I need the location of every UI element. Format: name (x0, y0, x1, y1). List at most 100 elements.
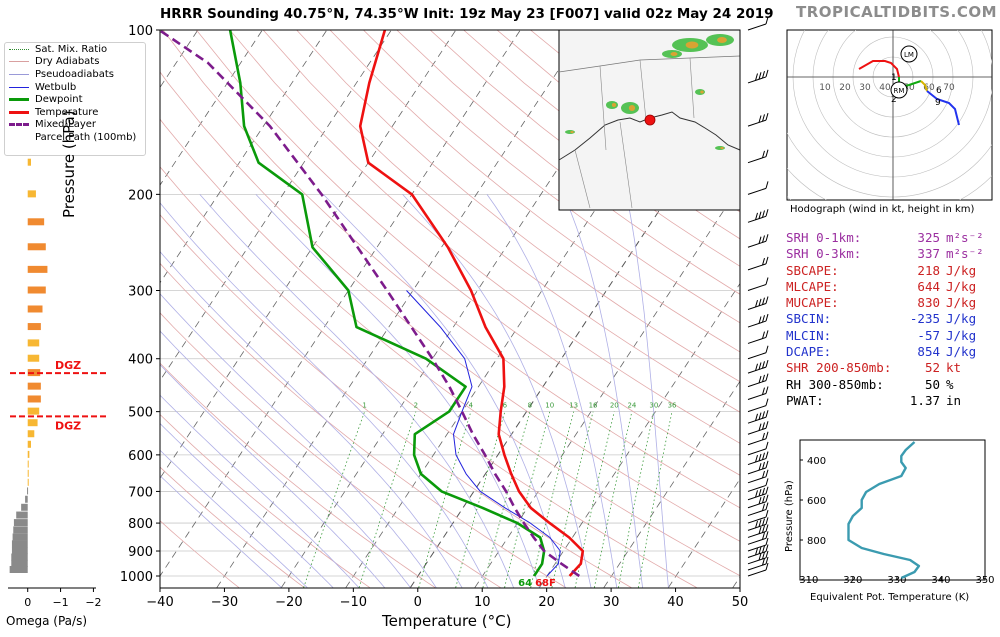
legend: Sat. Mix. Ratio Dry Adiabats Pseudoadiabat… (4, 42, 146, 156)
skewt-x-label: Temperature (°C) (382, 612, 512, 630)
wind-barb (747, 330, 769, 344)
dry-adiabat (229, 30, 740, 444)
index-row: MLCAPE: 644 J/kg (786, 279, 991, 295)
omega-bar (27, 419, 38, 427)
y-tick-label: 700 (128, 485, 153, 500)
hodograph-ring-label: 40 (879, 83, 891, 93)
pseudoadiabat (626, 194, 669, 588)
omega-bar (27, 158, 31, 166)
omega-bar (11, 559, 28, 567)
legend-label: Wetbulb (35, 81, 77, 93)
wind-barb (747, 277, 769, 291)
wind-barb (747, 544, 769, 558)
pseudoadiabat (160, 364, 385, 588)
index-value: -57 (917, 327, 940, 343)
inset-radar-core (628, 105, 636, 111)
omega-bar (27, 469, 29, 477)
pseudoadiabat (160, 330, 411, 588)
hodograph-ring-label: 20 (839, 83, 851, 93)
omega-bar (27, 430, 35, 438)
index-value: 52 (924, 360, 940, 376)
inset-radar-echo (565, 130, 575, 134)
y-tick-label: 500 (128, 406, 153, 421)
hodograph-grid: 1020304050607012369LMRM (787, 30, 992, 200)
wind-barb (747, 469, 769, 484)
wind-barb (747, 517, 769, 531)
brand-label: TROPICALTIDBITS.COM (796, 3, 997, 21)
isotherm (160, 30, 521, 577)
index-row: RH 300-850mb: 50% (786, 377, 991, 393)
pseudoadiabat (402, 194, 592, 588)
mixing-ratio-line (504, 411, 551, 588)
index-unit: J/kg (946, 344, 977, 360)
y-tick-label: 900 (128, 545, 153, 560)
theta-y-tick-label: 800 (807, 536, 826, 547)
omega-bar (27, 460, 29, 468)
inset-coastline (558, 111, 741, 161)
hodograph-ring-label: 50 (903, 83, 915, 93)
omega-bar (27, 487, 29, 495)
hodograph-ring-label: 60 (923, 83, 935, 93)
hodograph-trace (920, 80, 928, 92)
index-value: 337 (917, 246, 940, 262)
omega-bar (27, 286, 46, 294)
index-row: SBCIN: -235 J/kg (786, 311, 991, 327)
inset-radar-core (570, 131, 574, 133)
x-tick-label: 40 (667, 595, 684, 610)
wind-barb (747, 209, 769, 223)
dry-adiabat (160, 262, 567, 588)
index-unit: in (946, 392, 962, 408)
inset-radar-core (700, 90, 704, 94)
skewt-y-label: Pressure (hPa) (60, 110, 78, 218)
index-row: MUCAPE: 830 J/kg (786, 295, 991, 311)
legend-item: Dewpoint (5, 93, 145, 106)
mixing-ratio-label: 30 (649, 402, 658, 410)
y-tick-label: 600 (128, 449, 153, 464)
mixing-ratio-line (594, 411, 633, 588)
theta-y-label: Pressure (hPa) (784, 480, 795, 552)
wind-barb (747, 410, 769, 424)
series-wetbulb (406, 290, 561, 577)
legend-label: Parcel Path (100mb) (35, 131, 137, 143)
mixing-ratio-label: 6 (503, 402, 508, 410)
pseudoadiabat (160, 394, 360, 588)
pseudoadiabat (160, 202, 489, 588)
legend-swatch (9, 86, 29, 88)
wind-barb (747, 460, 769, 475)
series-temperature (358, 30, 585, 577)
theta-y-tick-label: 400 (807, 456, 826, 467)
pseudoadiabat (160, 251, 463, 588)
index-row: SRH 0-3km: 337 m²s⁻² (786, 246, 991, 262)
hodograph-height-label: 9 (935, 98, 941, 108)
dry-adiabat (160, 312, 501, 588)
omega-bar (13, 519, 28, 527)
hodograph-trace (926, 90, 960, 126)
wind-barb (747, 451, 769, 466)
index-row: SRH 0-1km: 325 m²s⁻² (786, 230, 991, 246)
surface-dewpoint-label: 64 (518, 578, 532, 589)
isotherm (160, 30, 392, 382)
wind-barb (747, 234, 769, 248)
wind-barb (747, 556, 769, 571)
omega-bar (11, 547, 28, 555)
inset-state-lines (574, 57, 695, 209)
wind-barb (747, 181, 769, 195)
x-tick-label: −30 (211, 595, 238, 610)
inset-radar-core (685, 41, 699, 49)
index-row: SHR 200-850mb: 52 kt (786, 360, 991, 376)
index-label: SRH 0-1km: (786, 230, 862, 245)
index-unit: m²s⁻² (946, 230, 984, 245)
hodograph-ring-label: 30 (859, 83, 871, 93)
omega-bar (27, 440, 31, 448)
mixing-ratio-label: 4 (469, 402, 474, 410)
theta-x-tick-label: 310 (799, 575, 818, 586)
y-tick-label: 400 (128, 353, 153, 368)
legend-label: Pseudoadiabats (35, 68, 115, 80)
omega-bar (27, 323, 41, 331)
dgz-label: DGZ (55, 419, 81, 432)
y-tick-label: 200 (128, 188, 153, 203)
y-tick-label: 800 (128, 517, 153, 532)
isotherm (216, 30, 586, 588)
index-label: SRH 0-3km: (786, 246, 862, 262)
series-mixed-layer (160, 30, 581, 578)
